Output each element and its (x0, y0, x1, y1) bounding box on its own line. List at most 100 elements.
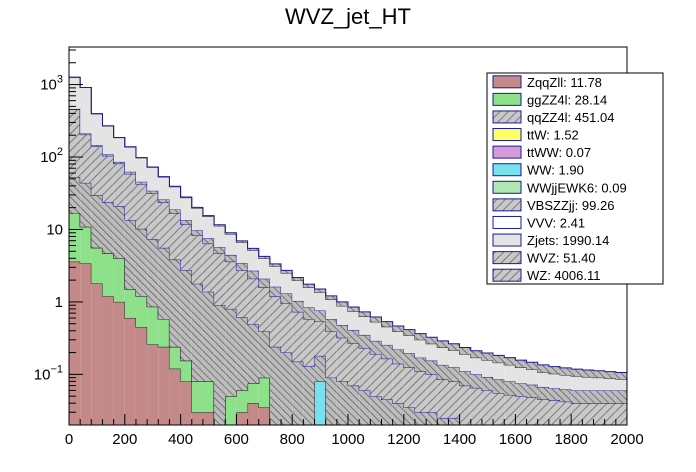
histogram-bin-Zjets (414, 339, 427, 358)
legend-label: WZ: 4006.11 (527, 268, 600, 283)
histogram-bin-VBSZZjj (403, 353, 415, 368)
histogram-bin-ggZZ4l (80, 226, 92, 264)
histogram-bin-qqZZ4l (236, 317, 248, 391)
y-tick-label: 102 (40, 146, 63, 166)
histogram-bin-Zjets (392, 331, 404, 350)
histogram-bin-VBSZZjj (426, 360, 438, 375)
legend: ZqqZll: 11.78 ggZZ4l: 28.14 qqZZ4l: 451.04… (486, 72, 664, 285)
histogram-bin-Zjets (381, 326, 393, 345)
histogram-bin-VBSZZjj (135, 181, 148, 185)
legend-swatch (492, 92, 522, 106)
histogram-bin-WZ (448, 381, 460, 418)
histogram-bin-qqZZ4l (325, 377, 337, 425)
histogram-bin-VBSZZjj (370, 340, 382, 355)
histogram-bin-qqZZ4l (158, 247, 170, 320)
y-tick-label: 10−1 (34, 363, 63, 383)
histogram-bin-ZqqZll (247, 403, 259, 425)
histogram-bin-VBSZZjj (303, 307, 315, 320)
histogram-bin-Zjets (202, 216, 215, 239)
histogram-bin-ggZZ4l (258, 377, 270, 408)
histogram-bin-Zjets (269, 266, 282, 287)
legend-label: VBSZZjj: 99.26 (527, 198, 614, 213)
histogram-bin-WVZ (515, 360, 527, 368)
histogram-bin-WZ (102, 155, 114, 203)
histogram-bin-Zjets (348, 311, 360, 330)
histogram-bin-WZ (258, 287, 270, 332)
histogram-bin-qqZZ4l (336, 381, 348, 425)
histogram-bin-WVZ (225, 232, 237, 235)
y-axis: 10−1 1 10 102 103 (34, 49, 83, 426)
x-tick-label: 2000 (610, 431, 643, 448)
histogram-bin-Zjets (336, 305, 348, 326)
histogram-bin-WVZ (236, 240, 248, 243)
x-tick-label: 1400 (443, 431, 476, 448)
histogram-bin-WVZ (392, 326, 404, 332)
histogram-bin-Zjets (615, 379, 627, 391)
histogram-bin-Zjets (582, 376, 594, 391)
histogram-bin-WZ (571, 403, 583, 425)
histogram-bin-Zjets (191, 208, 203, 231)
histogram-bin-VBSZZjj (515, 383, 527, 397)
histogram-bin-VBSZZjj (336, 325, 348, 338)
legend-label: qqZZ4l: 451.04 (527, 110, 614, 125)
histogram-bin-WZ (459, 385, 471, 425)
histogram-bin-WZ (537, 399, 549, 425)
histogram-bin-ZqqZll (258, 407, 270, 425)
histogram-bin-qqZZ4l (225, 308, 237, 397)
histogram-bin-Zjets (481, 360, 494, 377)
histogram-bin-WVZ (336, 301, 348, 306)
legend-label: ttWW: 0.07 (527, 145, 591, 160)
histogram-bin-qqZZ4l (426, 412, 438, 425)
histogram-bin-Zjets (69, 77, 81, 109)
histogram-bin-WZ (191, 235, 203, 284)
legend-label: WWjjEWK6: 0.09 (527, 180, 627, 195)
histogram-bin-ggZZ4l (124, 289, 136, 318)
histogram-bin-VBSZZjj (381, 344, 393, 359)
histogram-bin-qqZZ4l (281, 352, 293, 425)
legend-swatch (492, 198, 522, 212)
histogram-bin-VBSZZjj (281, 293, 293, 304)
histogram-bin-Zjets (459, 354, 471, 372)
histogram-bin-VBSZZjj (247, 270, 259, 279)
series-outline-WVZ (69, 76, 627, 374)
histogram-bin-Zjets (504, 364, 516, 382)
histogram-bin-qqZZ4l (392, 403, 404, 425)
histogram-bin-WZ (325, 331, 337, 378)
histogram-bin-VBSZZjj (180, 220, 192, 225)
histogram-bin-Zjets (292, 280, 304, 301)
histogram-bin-WVZ (593, 370, 605, 378)
histogram-bin-qqZZ4l (80, 182, 92, 227)
histogram-bin-qqZZ4l (135, 228, 148, 297)
histogram-bin-Zjets (403, 335, 415, 354)
histogram-bin-WZ (615, 403, 627, 425)
histogram-bin-WVZ (537, 364, 549, 373)
histogram-bin-Zjets (91, 113, 103, 146)
histogram-bin-WVZ (281, 270, 293, 273)
histogram-bin-Zjets (526, 369, 538, 385)
histogram-bin-WZ (269, 296, 282, 347)
histogram-bin-WVZ (604, 371, 616, 379)
histogram-bin-WVZ (414, 333, 427, 340)
histogram-bin-WZ (392, 363, 404, 404)
histogram-bin-ggZZ4l (169, 346, 181, 369)
histogram-bin-VBSZZjj (80, 133, 92, 135)
x-tick-label: 600 (224, 431, 249, 448)
histogram-bin-Zjets (214, 225, 226, 248)
x-tick-label: 1600 (499, 431, 532, 448)
histogram-bin-WVZ (370, 316, 382, 322)
histogram-bin-WZ (370, 354, 382, 397)
histogram-bin-ggZZ4l (102, 253, 114, 297)
x-tick-label: 1200 (387, 431, 420, 448)
histogram-bin-WVZ (582, 369, 594, 377)
histogram-bin-qqZZ4l (348, 385, 360, 425)
histogram-bin-qqZZ4l (303, 366, 315, 425)
x-tick-label: 0 (65, 431, 73, 448)
histogram-bin-Zjets (113, 137, 125, 162)
histogram-bin-qqZZ4l (448, 417, 460, 425)
histogram-bin-VBSZZjj (582, 390, 594, 404)
histogram-bin-Zjets (426, 343, 438, 361)
histogram-bin-WVZ (493, 355, 505, 363)
histogram-bin-VBSZZjj (548, 388, 561, 401)
histogram-bin-Zjets (225, 234, 237, 255)
